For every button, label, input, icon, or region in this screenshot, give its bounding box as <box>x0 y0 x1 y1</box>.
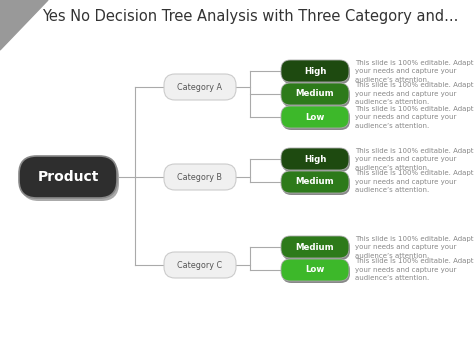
Text: This slide is 100% editable. Adapt it to
your needs and capture your
audience’s : This slide is 100% editable. Adapt it to… <box>355 147 474 170</box>
FancyBboxPatch shape <box>282 85 350 107</box>
Text: This slide is 100% editable. Adapt it to
your needs and capture your
audience’s : This slide is 100% editable. Adapt it to… <box>355 258 474 282</box>
FancyBboxPatch shape <box>282 261 350 283</box>
Text: This slide is 100% editable. Adapt it to
your needs and capture your
audience’s : This slide is 100% editable. Adapt it to… <box>355 235 474 258</box>
Text: Low: Low <box>305 113 325 121</box>
FancyBboxPatch shape <box>19 156 117 198</box>
FancyBboxPatch shape <box>281 106 349 128</box>
FancyBboxPatch shape <box>281 259 349 281</box>
FancyBboxPatch shape <box>164 252 236 278</box>
Text: Yes No Decision Tree Analysis with Three Category and...: Yes No Decision Tree Analysis with Three… <box>42 9 458 23</box>
Text: Medium: Medium <box>296 178 334 186</box>
Text: This slide is 100% editable. Adapt it to
your needs and capture your
audience’s : This slide is 100% editable. Adapt it to… <box>355 60 474 82</box>
Text: Category B: Category B <box>177 173 222 181</box>
Text: Category A: Category A <box>177 82 222 92</box>
FancyBboxPatch shape <box>281 236 349 258</box>
FancyBboxPatch shape <box>281 83 349 105</box>
FancyBboxPatch shape <box>21 159 119 201</box>
FancyBboxPatch shape <box>282 150 350 172</box>
Text: This slide is 100% editable. Adapt it to
your needs and capture your
audience’s : This slide is 100% editable. Adapt it to… <box>355 82 474 105</box>
Text: This slide is 100% editable. Adapt it to
your needs and capture your
audience’s : This slide is 100% editable. Adapt it to… <box>355 105 474 129</box>
Text: High: High <box>304 66 326 76</box>
Text: Category C: Category C <box>177 261 223 269</box>
Text: Low: Low <box>305 266 325 274</box>
Text: Medium: Medium <box>296 242 334 251</box>
Text: Medium: Medium <box>296 89 334 98</box>
FancyBboxPatch shape <box>282 108 350 130</box>
FancyBboxPatch shape <box>282 62 350 84</box>
Text: High: High <box>304 154 326 164</box>
Polygon shape <box>0 0 48 50</box>
FancyBboxPatch shape <box>281 171 349 193</box>
FancyBboxPatch shape <box>164 74 236 100</box>
Text: This slide is 100% editable. Adapt it to
your needs and capture your
audience’s : This slide is 100% editable. Adapt it to… <box>355 170 474 193</box>
Text: Product: Product <box>37 170 99 184</box>
FancyBboxPatch shape <box>282 238 350 260</box>
FancyBboxPatch shape <box>164 164 236 190</box>
FancyBboxPatch shape <box>281 60 349 82</box>
FancyBboxPatch shape <box>282 173 350 195</box>
FancyBboxPatch shape <box>281 148 349 170</box>
